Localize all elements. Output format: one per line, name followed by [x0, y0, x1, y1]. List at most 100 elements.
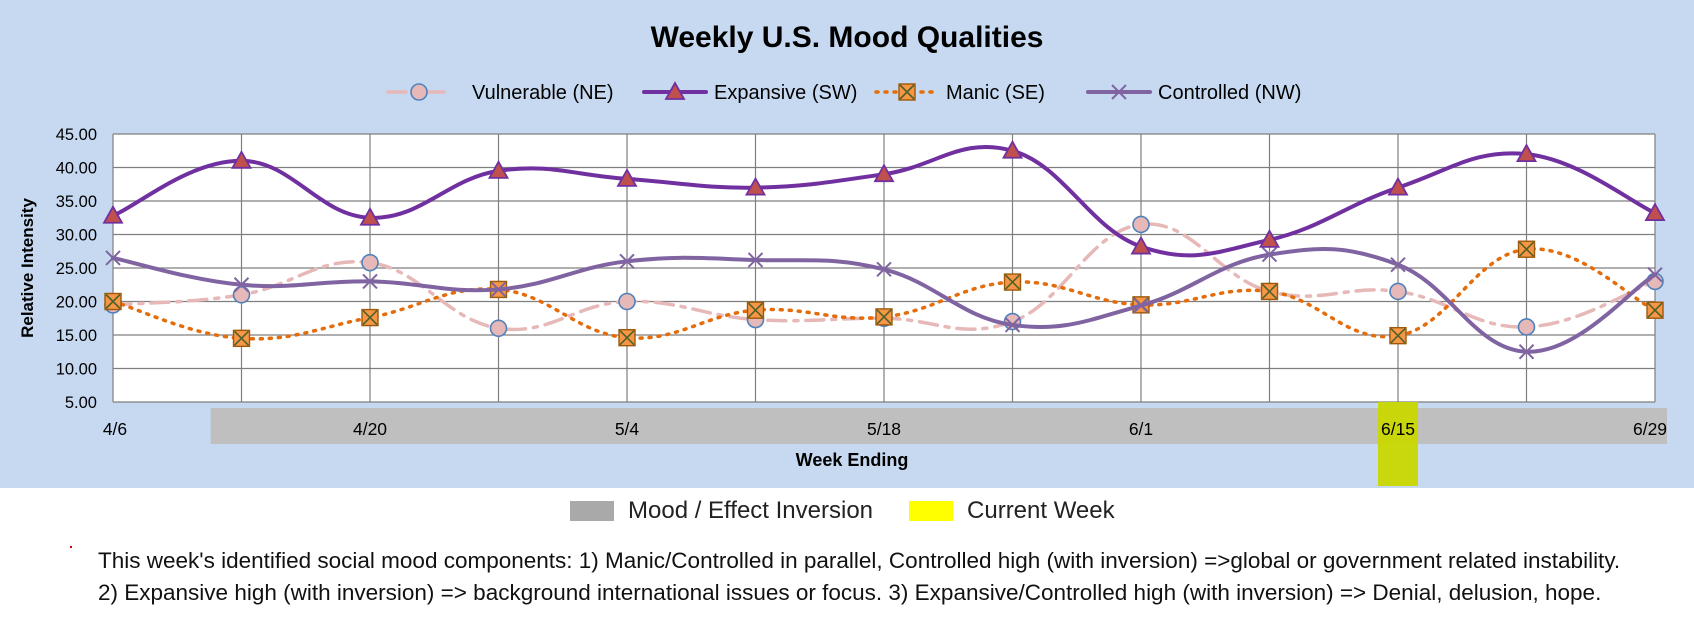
y-tick-label: 40.00 [56, 160, 97, 178]
legend-marker [898, 83, 916, 101]
legend-label: Manic (SE) [946, 82, 1045, 104]
y-axis-ticks: 5.00 10.00 15.00 20.00 25.00 30.00 35.00 40.00 4… [56, 126, 97, 412]
data-point [1258, 229, 1281, 248]
legend-item: Expansive (SW) [642, 81, 857, 104]
x-tick-label: 5/18 [867, 419, 901, 439]
data-point [362, 273, 378, 290]
data-point [1004, 317, 1021, 333]
data-point [1260, 282, 1279, 301]
chart-title: Weekly U.S. Mood Qualities [651, 21, 1044, 54]
marker-cross [619, 330, 635, 346]
current-week-tick-label: 6/15 [1381, 419, 1415, 439]
data-point [1390, 256, 1406, 273]
legend-marker [410, 83, 428, 101]
legend-label: Expansive (SW) [714, 82, 857, 104]
y-tick-label: 20.00 [56, 294, 97, 312]
marker-cross [1647, 302, 1663, 318]
data-point [747, 252, 764, 268]
data-point [876, 261, 892, 278]
data-point [233, 277, 250, 293]
inversion-band-rect [210, 408, 1667, 444]
legend-marker [1111, 84, 1127, 100]
marker-cross [1390, 328, 1406, 344]
data-point [102, 204, 124, 224]
data-point [1517, 240, 1536, 258]
legend-item: Vulnerable (NE) [386, 82, 614, 104]
legend-marker [664, 81, 686, 100]
series-layer [102, 139, 1666, 360]
marker-cross [362, 310, 378, 326]
mood-chart: Weekly U.S. Mood Qualities Vulnerable (N… [18, 21, 1667, 486]
data-point [616, 168, 638, 187]
marker-cross [105, 293, 121, 310]
y-tick-label: 15.00 [56, 327, 97, 345]
y-tick-label: 35.00 [56, 193, 97, 211]
y-tick-label: 5.00 [65, 394, 97, 412]
data-point [1387, 176, 1409, 196]
inversion-legend-label: Mood / Effect Inversion [628, 497, 874, 524]
data-point [744, 176, 767, 196]
data-point [1003, 273, 1022, 291]
y-tick-label: 45.00 [56, 126, 97, 144]
data-point [487, 160, 510, 179]
y-tick-label: 10.00 [56, 361, 97, 379]
data-point [490, 281, 507, 298]
series-square-x [104, 240, 1664, 348]
data-point [1001, 139, 1024, 159]
data-point [1133, 297, 1149, 314]
data-point [1647, 266, 1663, 283]
data-point [619, 253, 635, 270]
data-point [1644, 202, 1666, 221]
data-point [1261, 246, 1278, 263]
marker-cross [876, 309, 892, 325]
data-point [1517, 318, 1536, 336]
current-week-swatch [909, 501, 954, 521]
series-triangle [102, 139, 1666, 258]
inversion-swatch [570, 501, 614, 521]
marker-cross [747, 302, 764, 318]
chart-legend: Vulnerable (NE) Expansive (SW) Manic (SE) C… [386, 81, 1301, 104]
marker-cross [1518, 241, 1535, 257]
data-point [230, 149, 253, 169]
legend-label: Controlled (NW) [1158, 82, 1301, 104]
marker-cross [1004, 274, 1021, 290]
x-axis-ticks: 4/6 4/20 5/4 5/18 6/1 6/15 6/29 [103, 419, 1667, 439]
marker-cross [1261, 283, 1278, 300]
data-point [1132, 215, 1150, 234]
annotation-legend: Mood / Effect Inversion Current Week [570, 494, 1115, 528]
data-point [1515, 143, 1538, 163]
mood-note-line-1: This week's identified social mood compo… [98, 548, 1621, 573]
data-point [232, 285, 251, 304]
current-week-marker [1378, 402, 1418, 486]
data-point [746, 301, 765, 319]
data-point [873, 163, 895, 183]
data-point [104, 292, 122, 311]
y-tick-label: 30.00 [56, 227, 97, 245]
data-point [489, 319, 508, 338]
current-week-legend-label: Current Week [967, 497, 1115, 524]
data-point [1518, 344, 1535, 360]
data-point [618, 292, 636, 311]
x-tick-label: 5/4 [615, 419, 640, 439]
data-point [618, 328, 636, 347]
data-point [1646, 301, 1664, 319]
y-axis-title: Relative Intensity [18, 198, 37, 338]
legend-item: Manic (SE) [874, 82, 1045, 104]
marker-cross [233, 330, 250, 346]
data-point [875, 308, 893, 326]
stray-mark [70, 546, 72, 548]
data-point [232, 329, 251, 348]
x-axis-title: Week Ending [796, 450, 909, 470]
x-tick-label: 4/6 [103, 419, 127, 439]
inversion-band [210, 408, 1667, 444]
legend-label: Vulnerable (NE) [472, 82, 614, 104]
data-point [1130, 235, 1152, 255]
data-point [361, 253, 379, 272]
data-point [1389, 326, 1407, 345]
series-x [105, 246, 1663, 360]
legend-item: Controlled (NW) [1086, 82, 1301, 104]
x-tick-label: 6/29 [1633, 419, 1667, 439]
mood-note-line-2: 2) Expansive high (with inversion) => ba… [98, 580, 1602, 605]
data-point [361, 308, 379, 327]
x-tick-label: 6/1 [1129, 419, 1153, 439]
